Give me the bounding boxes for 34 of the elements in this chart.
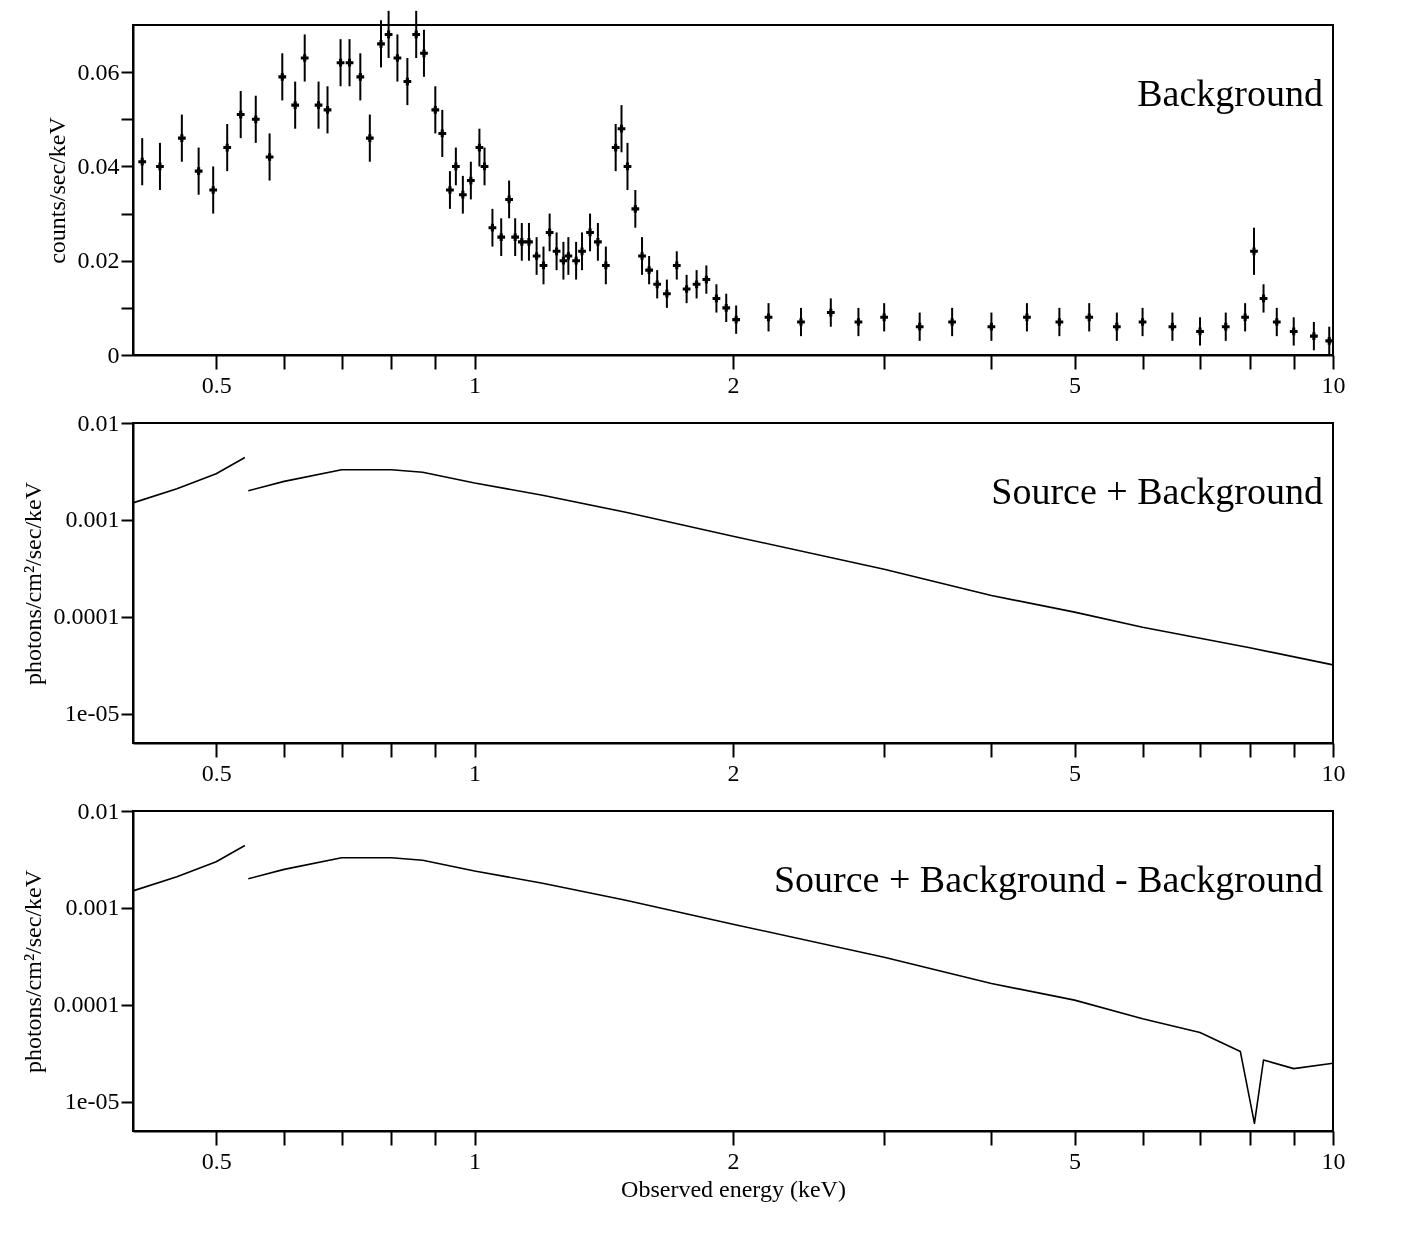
y-tick-label: 0.001 bbox=[65, 894, 120, 921]
y-tick-label: 0.01 bbox=[77, 797, 120, 824]
y-tick-label: 0.001 bbox=[65, 506, 120, 533]
y-axis-title: counts/sec/keV bbox=[43, 116, 70, 264]
x-tick-label: 5 bbox=[1069, 371, 1082, 398]
x-tick-label: 10 bbox=[1321, 371, 1346, 398]
annotation: Source + Background - Background bbox=[773, 858, 1323, 900]
x-tick-label: 1 bbox=[469, 759, 482, 786]
y-tick-label: 0.0001 bbox=[53, 991, 120, 1018]
x-tick-label: 10 bbox=[1321, 1147, 1346, 1174]
y-tick-label: 1e-05 bbox=[64, 1088, 120, 1115]
y-tick-label: 0.04 bbox=[77, 152, 120, 179]
y-axis-title: photons/cm²/sec/keV bbox=[19, 869, 46, 1074]
x-tick-label: 5 bbox=[1069, 1147, 1082, 1174]
y-tick-label: 0.0001 bbox=[53, 603, 120, 630]
x-tick-label: 1 bbox=[469, 371, 482, 398]
x-tick-label: 1 bbox=[469, 1147, 482, 1174]
y-tick-label: 0.06 bbox=[77, 58, 120, 85]
x-tick-label: 2 bbox=[727, 759, 740, 786]
x-tick-label: 0.5 bbox=[201, 371, 232, 398]
y-tick-label: 0.02 bbox=[77, 247, 120, 274]
annotation: Source + Background bbox=[991, 470, 1323, 512]
x-tick-label: 2 bbox=[727, 1147, 740, 1174]
y-tick-label: 1e-05 bbox=[64, 700, 120, 727]
x-tick-label: 0.5 bbox=[201, 1147, 232, 1174]
y-tick-label: 0.01 bbox=[77, 409, 120, 436]
x-tick-label: 10 bbox=[1321, 759, 1346, 786]
x-axis-title: Observed energy (keV) bbox=[621, 1175, 846, 1202]
annotation: Background bbox=[1137, 72, 1323, 114]
x-tick-label: 5 bbox=[1069, 759, 1082, 786]
x-tick-label: 2 bbox=[727, 371, 740, 398]
y-axis-title: photons/cm²/sec/keV bbox=[19, 481, 46, 686]
y-tick-label: 0 bbox=[107, 341, 120, 368]
x-tick-label: 0.5 bbox=[201, 759, 232, 786]
